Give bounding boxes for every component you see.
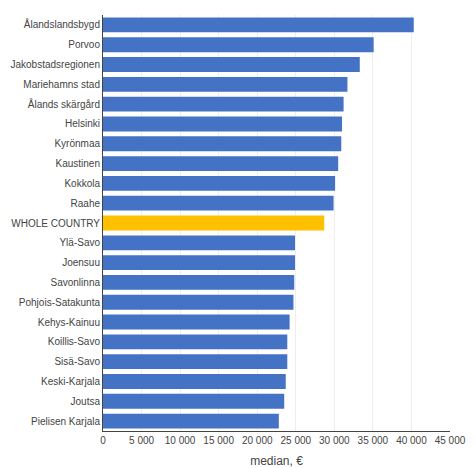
svg-text:25 000: 25 000 [280, 435, 311, 446]
svg-text:15 000: 15 000 [203, 435, 234, 446]
svg-text:40 000: 40 000 [396, 435, 427, 446]
svg-text:Ålandslandsbygd: Ålandslandsbygd [24, 18, 100, 30]
svg-text:30 000: 30 000 [319, 435, 350, 446]
svg-text:Koillis-Savo: Koillis-Savo [48, 336, 101, 347]
svg-text:Keski-Karjala: Keski-Karjala [41, 376, 100, 387]
svg-text:Ålands skärgård: Ålands skärgård [28, 98, 100, 110]
svg-text:Kaustinen: Kaustinen [56, 158, 100, 169]
svg-text:Joensuu: Joensuu [62, 257, 100, 268]
svg-text:WHOLE COUNTRY: WHOLE COUNTRY [11, 218, 100, 229]
svg-text:10 000: 10 000 [165, 435, 196, 446]
svg-text:Pielisen Karjala: Pielisen Karjala [31, 416, 100, 427]
svg-text:Ylä-Savo: Ylä-Savo [59, 237, 100, 248]
svg-text:Mariehamns stad: Mariehamns stad [23, 79, 100, 90]
svg-text:Raahe: Raahe [71, 198, 101, 209]
svg-text:35 000: 35 000 [358, 435, 389, 446]
svg-text:45 000: 45 000 [435, 435, 466, 446]
svg-text:Pohjois-Satakunta: Pohjois-Satakunta [19, 297, 101, 308]
svg-text:Porvoo: Porvoo [68, 39, 100, 50]
svg-text:Kehys-Kainuu: Kehys-Kainuu [38, 317, 100, 328]
svg-text:0: 0 [100, 435, 106, 446]
svg-text:Joutsa: Joutsa [71, 396, 101, 407]
svg-text:20 000: 20 000 [242, 435, 273, 446]
svg-text:Sisä-Savo: Sisä-Savo [54, 356, 100, 367]
svg-text:Jakobstadsregionen: Jakobstadsregionen [10, 59, 100, 70]
svg-text:Savonlinna: Savonlinna [51, 277, 101, 288]
svg-text:Kyrönmaa: Kyrönmaa [54, 138, 100, 149]
svg-text:5 000: 5 000 [129, 435, 154, 446]
svg-text:Kokkola: Kokkola [64, 178, 100, 189]
svg-text:Helsinki: Helsinki [65, 118, 100, 129]
svg-text:median, €: median, € [250, 454, 303, 468]
